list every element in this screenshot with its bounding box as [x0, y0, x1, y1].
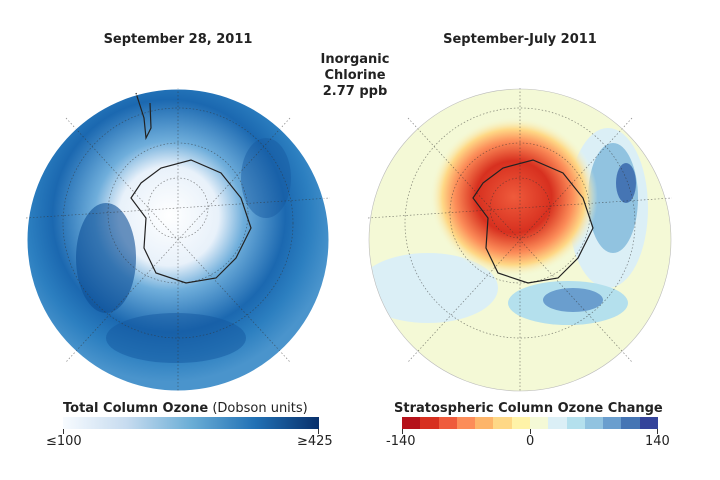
annotation-line-1: Inorganic — [320, 52, 390, 67]
legend-title-main: Stratospheric Column Ozone Change — [394, 401, 663, 416]
change-max-label: 140 — [645, 434, 670, 449]
south-america-outline — [135, 92, 152, 141]
colorbar-bin — [639, 417, 658, 429]
right-legend-title: Stratospheric Column Ozone Change — [394, 401, 663, 416]
ozone-min-label: ≤100 — [46, 434, 82, 449]
total-ozone-map — [26, 88, 330, 392]
max-tick — [318, 429, 319, 434]
min-tick — [63, 429, 64, 434]
change-features — [369, 113, 648, 325]
legend-title-main: Total Column Ozone — [63, 401, 209, 416]
colorbar-bin — [456, 417, 476, 429]
antarctica-outline — [130, 159, 252, 284]
colorbar-bin — [475, 417, 494, 429]
ozone-change-map — [368, 88, 672, 392]
colorbar-bin — [438, 417, 457, 429]
ozone-colorbar — [63, 417, 319, 429]
left-legend-title: Total Column Ozone (Dobson units) — [63, 401, 308, 416]
colorbar-bin — [621, 417, 640, 429]
colorbar-bin — [548, 417, 567, 429]
right-map-title: September-July 2011 — [443, 32, 597, 47]
graticule — [368, 88, 672, 392]
left-map-title: September 28, 2011 — [103, 32, 253, 47]
annotation-line-3: 2.77 ppb — [322, 84, 388, 99]
colorbar-bin — [511, 417, 530, 429]
min-tick — [402, 429, 403, 434]
antarctica-outline — [472, 159, 594, 284]
change-min-label: -140 — [386, 434, 416, 449]
colorbar-bin — [584, 417, 604, 429]
mid-tick — [530, 429, 531, 434]
change-mid-label: 0 — [526, 434, 535, 449]
graticule — [26, 88, 330, 392]
colorbar-bin — [529, 417, 549, 429]
annotation-line-2: Chlorine — [324, 68, 386, 83]
legend-units: (Dobson units) — [212, 401, 308, 416]
chlorine-annotation: Inorganic Chlorine 2.77 ppb — [300, 52, 410, 100]
colorbar-bin — [420, 417, 439, 429]
ozone-max-label: ≥425 — [297, 434, 333, 449]
change-colorbar — [402, 417, 658, 429]
colorbar-bin — [493, 417, 512, 429]
max-tick — [657, 429, 658, 434]
colorbar-bin — [402, 417, 421, 429]
colorbar-bin — [566, 417, 585, 429]
colorbar-bin — [603, 417, 622, 429]
